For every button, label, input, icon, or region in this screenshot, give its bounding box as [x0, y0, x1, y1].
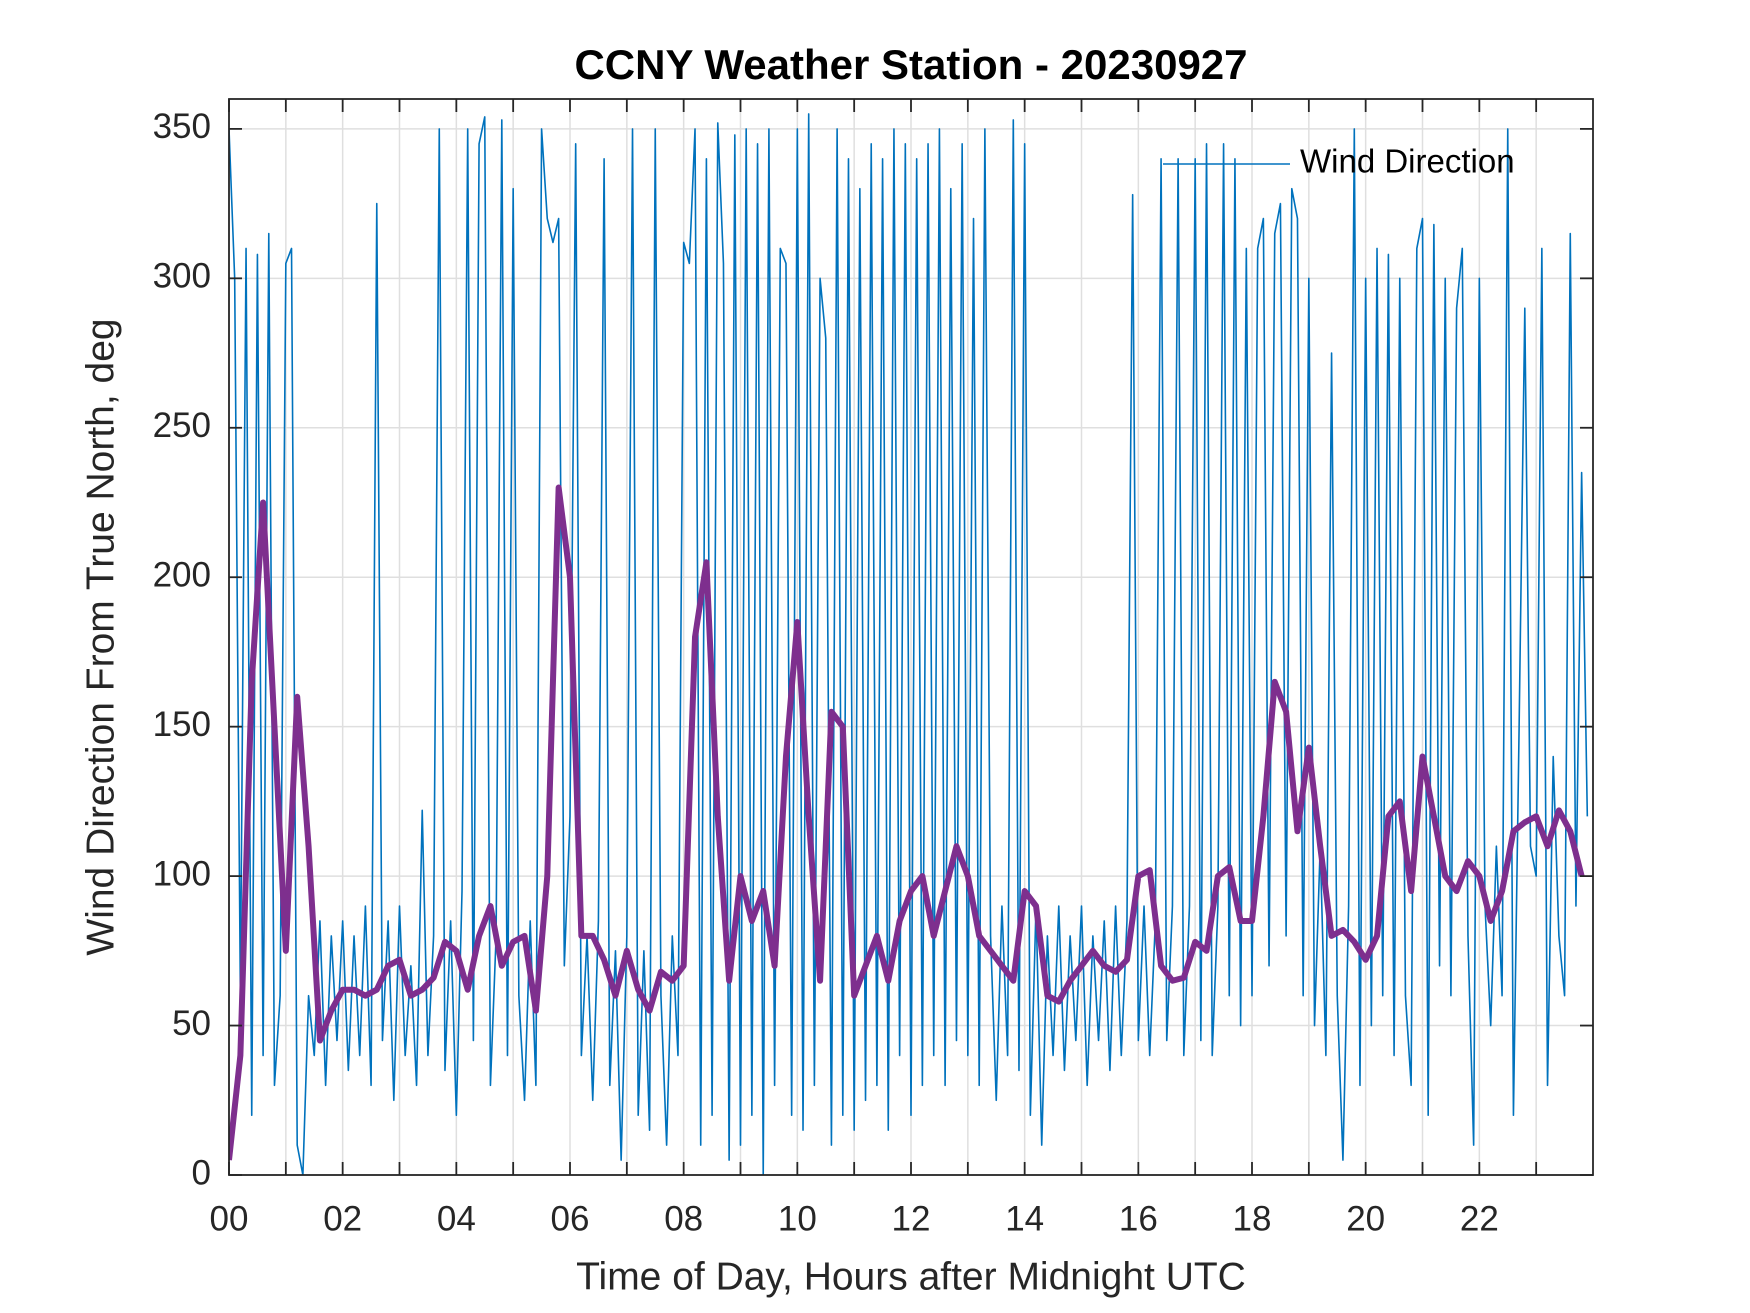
y-tick-label: 0 [192, 1153, 211, 1192]
x-axis-label: Time of Day, Hours after Midnight UTC [576, 1255, 1246, 1298]
x-tick-label: 14 [1005, 1199, 1044, 1238]
y-tick-label: 150 [153, 705, 211, 744]
legend-label: Wind Direction [1300, 143, 1515, 180]
x-tick-label: 20 [1346, 1199, 1385, 1238]
data-line [229, 484, 1585, 1161]
x-tick-label: 08 [664, 1199, 703, 1238]
x-tick-label: 10 [778, 1199, 817, 1238]
x-tick-label: 12 [892, 1199, 931, 1238]
y-tick-label: 50 [172, 1004, 211, 1043]
x-tick-label: 16 [1119, 1199, 1158, 1238]
y-tick-label: 100 [153, 854, 211, 893]
y-tick-label: 200 [153, 555, 211, 594]
x-tick-label: 04 [437, 1199, 476, 1238]
x-tick-label: 22 [1460, 1199, 1499, 1238]
x-tick-label: 00 [210, 1199, 249, 1238]
y-tick-label: 300 [153, 257, 211, 296]
y-tick-label: 350 [153, 107, 211, 146]
x-tick-label: 02 [323, 1199, 362, 1238]
y-axis-label: Wind Direction From True North, deg [79, 318, 122, 955]
chart-title: CCNY Weather Station - 20230927 [574, 41, 1247, 88]
x-tick-label: 18 [1233, 1199, 1272, 1238]
y-tick-label: 250 [153, 406, 211, 445]
x-tick-label: 06 [551, 1199, 590, 1238]
data-line [229, 113, 1589, 1175]
